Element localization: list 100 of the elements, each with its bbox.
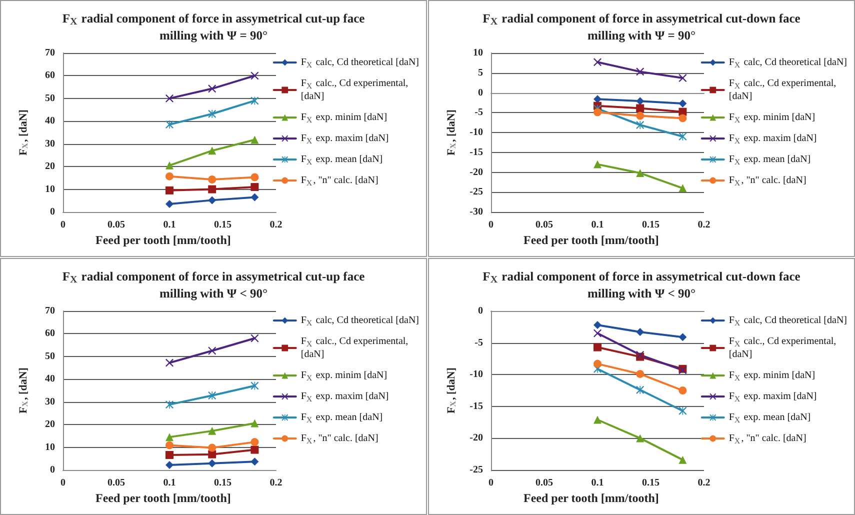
y-tick-label: 40 bbox=[45, 116, 55, 127]
y-tick-label: -15 bbox=[470, 146, 483, 158]
point bbox=[678, 184, 687, 192]
point bbox=[678, 74, 687, 82]
point bbox=[208, 110, 216, 118]
x-tick-label: 0.15 bbox=[642, 220, 660, 230]
point bbox=[208, 346, 216, 355]
x-tick-label: 0.15 bbox=[642, 478, 660, 488]
point bbox=[250, 419, 259, 428]
point bbox=[636, 370, 644, 378]
y-tick-label: 50 bbox=[45, 350, 55, 362]
point bbox=[636, 97, 644, 106]
x-tick-label: 0.2 bbox=[698, 220, 710, 230]
y-tick-label: 0 bbox=[478, 306, 483, 316]
x-tick-label: 0.15 bbox=[214, 220, 232, 230]
point bbox=[250, 193, 259, 202]
point bbox=[166, 400, 174, 409]
point bbox=[208, 185, 216, 194]
y-tick-label: -25 bbox=[470, 186, 483, 198]
y-tick-label: -20 bbox=[470, 166, 483, 178]
point bbox=[636, 434, 644, 442]
x-tick-label: 0.1 bbox=[163, 478, 176, 488]
x-tick-label: 0.05 bbox=[536, 478, 553, 488]
point bbox=[594, 108, 602, 116]
point bbox=[208, 426, 216, 435]
point bbox=[636, 169, 644, 178]
point bbox=[636, 104, 644, 112]
point bbox=[208, 196, 216, 204]
x-tick-label: 0 bbox=[60, 220, 66, 230]
x-tick-label: 0.1 bbox=[591, 220, 604, 230]
point bbox=[594, 416, 602, 424]
point bbox=[166, 441, 174, 450]
x-tick-label: 0 bbox=[60, 478, 66, 488]
point bbox=[166, 120, 174, 129]
y-axis-title: FX, [daN] bbox=[18, 110, 30, 156]
point bbox=[678, 114, 687, 122]
point bbox=[250, 72, 259, 80]
y-tick-label: 20 bbox=[45, 161, 55, 172]
point bbox=[166, 461, 174, 470]
x-tick-label: 0.05 bbox=[536, 220, 553, 230]
y-tick-label: 70 bbox=[45, 306, 55, 316]
x-tick-label: 0.2 bbox=[270, 220, 282, 230]
point bbox=[636, 386, 644, 394]
point bbox=[166, 200, 174, 208]
y-tick-label: 30 bbox=[45, 396, 55, 408]
y-tick-label: 50 bbox=[45, 92, 55, 104]
y-tick-label: -15 bbox=[470, 400, 483, 412]
point bbox=[166, 451, 174, 460]
y-tick-label: 0 bbox=[478, 87, 483, 98]
point bbox=[636, 112, 644, 120]
point bbox=[636, 328, 644, 336]
point bbox=[250, 173, 259, 182]
x-tick-label: 0.1 bbox=[163, 220, 176, 230]
point bbox=[166, 172, 174, 180]
point bbox=[166, 161, 174, 170]
x-axis-title: Feed per tooth [mm/tooth] bbox=[96, 233, 231, 247]
point bbox=[166, 433, 174, 442]
y-tick-label: 10 bbox=[473, 48, 483, 58]
x-tick-label: 0 bbox=[488, 478, 494, 488]
point bbox=[166, 94, 174, 102]
point bbox=[678, 386, 687, 394]
point bbox=[636, 68, 644, 76]
x-axis-title: Feed per tooth [mm/tooth] bbox=[96, 491, 231, 505]
y-tick-label: -10 bbox=[470, 369, 483, 380]
x-tick-label: 0.05 bbox=[108, 220, 125, 230]
y-tick-label: -10 bbox=[470, 127, 483, 138]
point bbox=[250, 458, 259, 466]
point bbox=[250, 446, 259, 454]
point bbox=[636, 120, 644, 129]
y-axis-title: FX, [daN] bbox=[18, 368, 30, 414]
x-axis-title: Feed per tooth [mm/tooth] bbox=[524, 491, 659, 505]
x-tick-label: 0.2 bbox=[698, 478, 710, 488]
point bbox=[208, 391, 216, 400]
point bbox=[678, 132, 687, 140]
point bbox=[250, 334, 259, 342]
y-tick-label: 60 bbox=[45, 328, 55, 340]
y-tick-label: -5 bbox=[474, 337, 483, 348]
point bbox=[208, 176, 216, 184]
y-tick-label: -30 bbox=[470, 206, 483, 218]
point bbox=[208, 444, 216, 452]
y-tick-label: -20 bbox=[470, 432, 483, 444]
point bbox=[250, 183, 259, 192]
y-tick-label: 0 bbox=[50, 206, 55, 218]
point bbox=[594, 320, 602, 329]
point bbox=[208, 146, 216, 155]
x-tick-label: 0 bbox=[488, 220, 494, 230]
y-axis-title: FX, [daN] bbox=[446, 368, 458, 414]
point bbox=[250, 438, 259, 446]
y-tick-label: 10 bbox=[45, 442, 55, 453]
point bbox=[594, 360, 602, 368]
point bbox=[594, 160, 602, 168]
point bbox=[594, 329, 602, 338]
point bbox=[594, 343, 602, 352]
x-axis-title: Feed per tooth [mm/tooth] bbox=[524, 233, 659, 247]
point bbox=[208, 450, 216, 458]
y-tick-label: 70 bbox=[45, 48, 55, 58]
point bbox=[678, 456, 687, 464]
point bbox=[166, 358, 174, 367]
point bbox=[208, 84, 216, 93]
y-tick-label: 0 bbox=[50, 464, 55, 476]
